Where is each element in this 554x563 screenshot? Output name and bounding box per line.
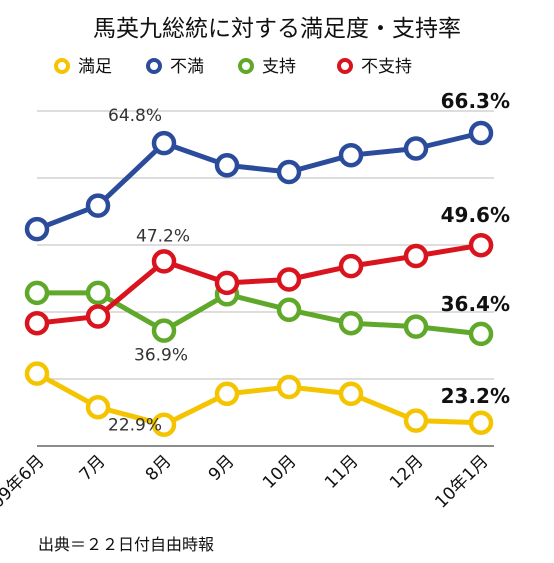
data-point-3-4 <box>276 267 302 292</box>
data-point-1-2 <box>151 130 177 156</box>
data-point-3-0 <box>24 310 50 336</box>
data-point-2-0 <box>24 280 50 306</box>
end-label-1: 49.6% <box>441 203 510 227</box>
data-point-0-1 <box>85 394 111 420</box>
value-label-3: 22.9% <box>108 416 162 436</box>
x-tick-label-4: 10月 <box>259 451 300 492</box>
data-point-0-2 <box>151 412 177 437</box>
data-point-0-4 <box>276 374 302 400</box>
legend-marker-2 <box>238 58 254 74</box>
data-point-3-5 <box>338 253 364 279</box>
data-point-2-2 <box>151 318 177 343</box>
legend-label-3: 不支持 <box>361 57 412 77</box>
data-point-0-7 <box>468 410 494 435</box>
data-point-1-4 <box>276 159 302 185</box>
legend: 満足 不満 支持 不支持 <box>54 57 412 77</box>
data-point-3-7 <box>468 232 494 258</box>
x-tick-label-5: 11月 <box>321 451 362 492</box>
data-point-1-0 <box>24 216 50 242</box>
value-label-0: 64.8% <box>108 106 162 126</box>
data-point-0-3 <box>214 381 240 407</box>
legend-marker-0 <box>54 58 70 74</box>
x-tick-label-1: 7月 <box>76 451 110 485</box>
legend-label-0: 満足 <box>78 57 112 77</box>
x-axis-ticks: 09年6月 7月 8月 9月 10月 11月 12月 10年1月 <box>0 451 493 512</box>
gridlines <box>37 110 494 447</box>
chart-title: 馬英九総統に対する満足度・支持率 <box>93 16 461 42</box>
x-tick-label-3: 9月 <box>205 451 239 485</box>
data-point-2-7 <box>468 321 494 347</box>
x-tick-label-0: 09年6月 <box>0 451 49 512</box>
data-point-2-1 <box>85 280 111 306</box>
data-point-3-6 <box>403 243 429 269</box>
data-point-3-3 <box>214 270 240 296</box>
data-point-2-5 <box>338 310 364 336</box>
legend-label-2: 支持 <box>262 57 296 77</box>
end-label-3: 23.2% <box>441 384 510 408</box>
series-layer <box>24 120 494 437</box>
data-point-2-4 <box>276 297 302 323</box>
data-point-0-0 <box>24 361 50 386</box>
data-point-2-6 <box>403 314 429 339</box>
end-label-0: 66.3% <box>441 89 510 113</box>
data-point-1-5 <box>338 142 364 168</box>
data-point-1-3 <box>214 153 240 178</box>
x-tick-label-7: 10年1月 <box>431 451 492 512</box>
data-point-3-1 <box>85 304 111 329</box>
data-point-1-6 <box>403 136 429 161</box>
data-point-3-2 <box>151 249 177 274</box>
legend-marker-1 <box>146 58 162 74</box>
legend-label-1: 不満 <box>170 57 204 77</box>
source-note: 出典＝２２日付自由時報 <box>38 535 214 554</box>
value-label-2: 36.9% <box>134 346 188 366</box>
data-point-0-5 <box>338 381 364 407</box>
data-point-0-6 <box>403 408 429 433</box>
labels-layer: 64.8% 47.2% 36.9% 22.9% 66.3% 49.6% 36.4% 23.2% <box>108 89 510 436</box>
end-label-2: 36.4% <box>441 292 510 316</box>
x-tick-label-6: 12月 <box>386 451 427 492</box>
data-point-1-1 <box>85 193 111 218</box>
x-tick-label-2: 8月 <box>142 451 176 485</box>
value-label-1: 47.2% <box>136 226 190 246</box>
legend-marker-3 <box>337 58 353 74</box>
data-point-1-7 <box>468 120 494 146</box>
